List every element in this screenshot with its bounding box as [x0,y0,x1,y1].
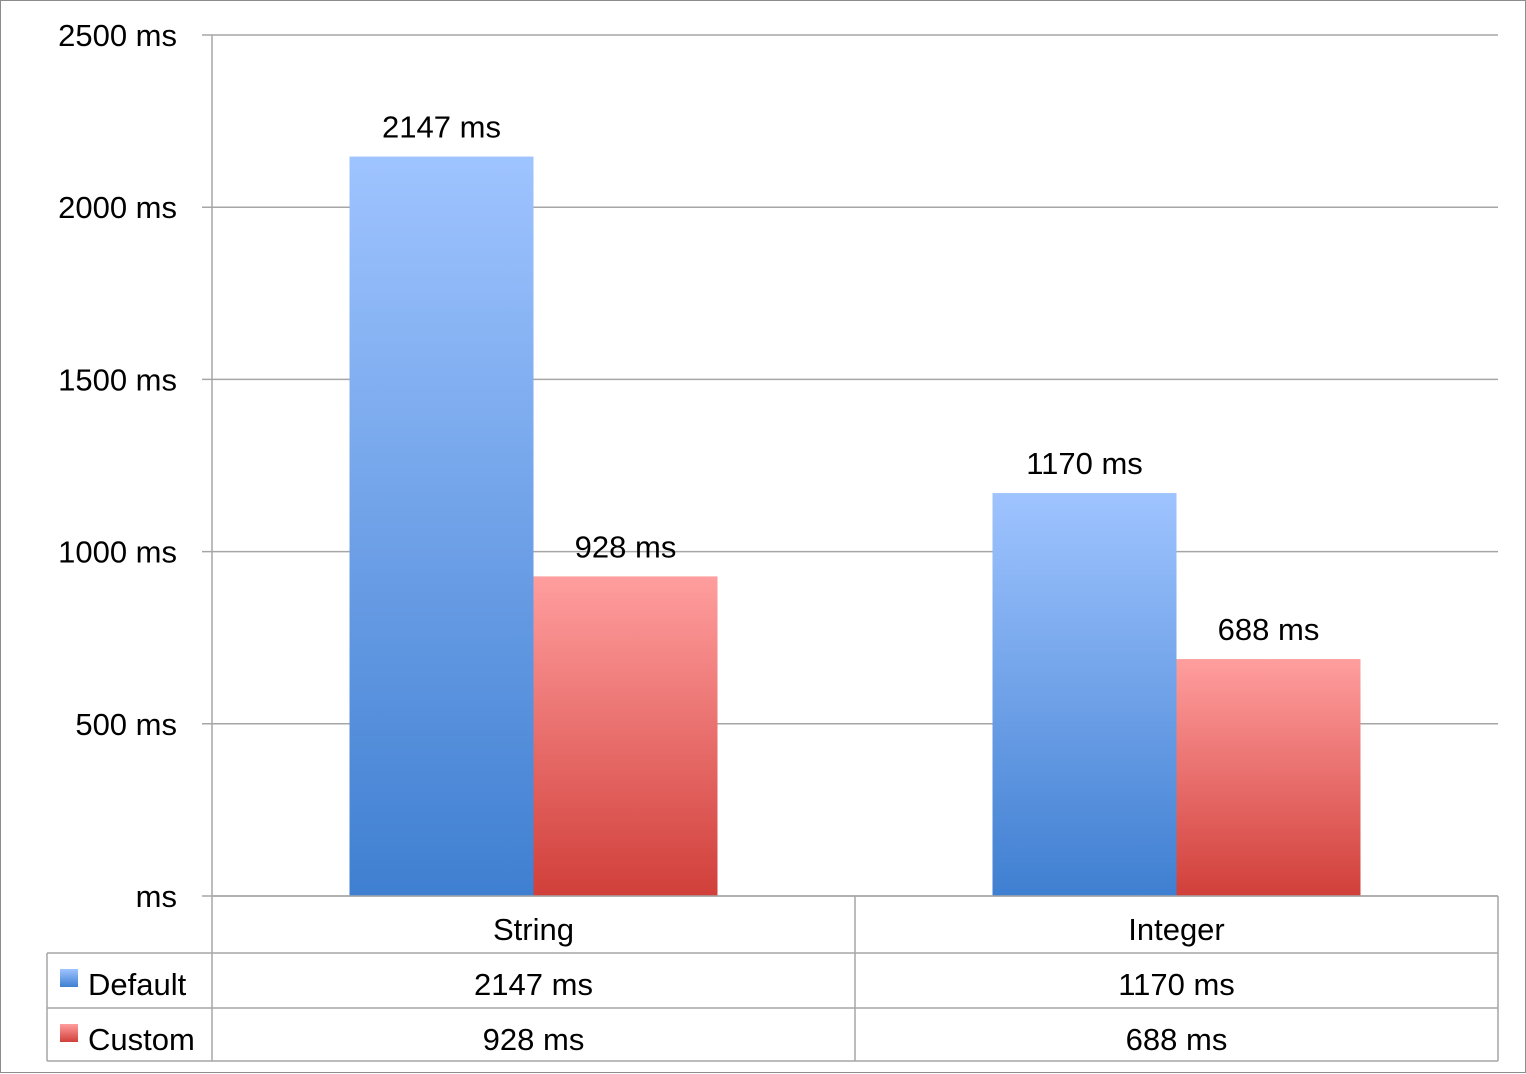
legend-swatch-default [60,969,78,987]
y-tick-label: 1500 ms [58,362,177,397]
y-tick-label: 2000 ms [58,190,177,225]
legend-swatch-custom [60,1024,78,1042]
table-cell: 688 ms [1126,1022,1228,1057]
y-tick-label: 2500 ms [58,18,177,53]
bar-custom-integer [1176,659,1361,896]
bar-default-string [349,156,534,897]
bar-default-integer [992,493,1177,896]
y-tick-label: 500 ms [75,707,177,742]
table-cell: 2147 ms [474,967,593,1002]
y-tick-label: 1000 ms [58,535,177,570]
x-category-label: Integer [1128,912,1225,947]
y-tick-label: ms [136,879,177,914]
table-cell: 1170 ms [1118,967,1235,1002]
bar-custom-string [533,576,718,896]
bars [349,156,1361,897]
data-table: String Integer Default 2147 ms 1170 ms Custom… [46,895,1499,1062]
data-labels: 2147 ms 928 ms 1170 ms 688 ms [382,110,1319,647]
x-category-label: String [493,912,574,947]
data-label: 928 ms [575,529,677,564]
table-cell: 928 ms [483,1022,585,1057]
y-axis-ticks: ms 500 ms 1000 ms 1500 ms 2000 ms 2500 ms [58,18,177,914]
data-label: 1170 ms [1026,446,1143,481]
data-label: 688 ms [1218,612,1320,647]
legend-label: Default [88,967,187,1002]
data-label: 2147 ms [382,110,501,145]
legend-label: Custom [88,1022,195,1057]
